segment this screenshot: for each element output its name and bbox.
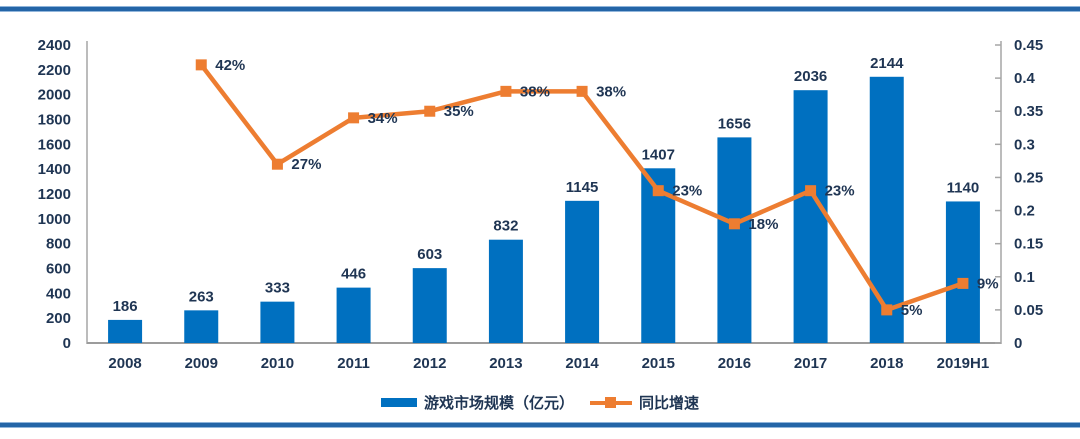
line-marker-2011: [348, 112, 360, 124]
right-axis-tick-label: 0.4: [1014, 70, 1036, 87]
left-axis-tick-label: 400: [46, 285, 71, 302]
bar-value-label: 263: [189, 288, 214, 305]
bar-value-label: 2144: [870, 55, 904, 72]
bar-value-label: 186: [113, 298, 138, 315]
growth-value-label: 34%: [368, 110, 398, 127]
bar-2018: [869, 76, 904, 343]
growth-value-label: 35%: [444, 103, 474, 120]
legend-item-market-size: 游戏市场规模（亿元）: [380, 392, 574, 413]
growth-value-label: 5%: [901, 302, 923, 319]
left-axis-tick-label: 600: [46, 261, 71, 278]
left-axis-tick-label: 1000: [38, 211, 71, 228]
line-marker-2010: [271, 158, 283, 170]
growth-value-label: 23%: [825, 183, 855, 200]
growth-value-label: 38%: [596, 83, 626, 100]
left-axis-tick-label: 2200: [38, 62, 71, 79]
growth-value-label: 18%: [748, 216, 778, 233]
bar-value-label: 1656: [718, 115, 751, 132]
x-axis-label: 2012: [413, 355, 446, 372]
bar-series: 186 263 333 446 603 832 1145 1407 1656 2036 2144 11…: [108, 55, 980, 344]
bar-2017: [793, 90, 828, 344]
bar-2011: [336, 287, 371, 343]
legend-item-growth: 同比增速: [590, 392, 699, 413]
right-axis-tick-label: 0.3: [1014, 136, 1035, 153]
bar-2016: [717, 137, 752, 343]
right-axis-tick-label: 0.45: [1014, 37, 1043, 54]
x-axis-label: 2015: [642, 355, 675, 372]
line-series: 42% 27% 34% 35% 38% 38% 23% 18% 23% 5% 9%: [195, 57, 999, 319]
right-axis-tick-label: 0.15: [1014, 236, 1043, 253]
bar-2008: [108, 319, 143, 343]
line-marker-2018: [881, 304, 893, 316]
left-axis-tick-label: 1600: [38, 136, 71, 153]
line-series-swatch: [590, 396, 632, 408]
left-axis-tick-label: 1800: [38, 112, 71, 129]
bar-value-label: 1407: [642, 146, 675, 163]
combo-chart-canvas: 0 200 400 600 800 1000 1200 1400 1600 1800 2000 220…: [38, 37, 1044, 372]
left-axis-tick-label: 0: [63, 335, 71, 352]
axes: [86, 41, 1002, 344]
top-border-line: [0, 6, 1080, 12]
bar-value-label: 333: [265, 280, 290, 297]
bar-series-swatch: [380, 398, 417, 407]
bar-value-label: 446: [341, 266, 366, 283]
growth-value-label: 27%: [291, 156, 321, 173]
bar-2012: [412, 268, 447, 343]
right-axis-tick-label: 0: [1014, 335, 1022, 352]
growth-value-label: 23%: [672, 183, 702, 200]
x-axis-label: 2018: [870, 355, 903, 372]
left-axis-tick-label: 2400: [38, 37, 71, 54]
x-axis-label: 2011: [337, 355, 370, 372]
left-axis-tick-label: 1400: [38, 161, 71, 178]
line-marker-2009: [195, 59, 207, 71]
line-series-marker-swatch: [605, 396, 616, 408]
left-axis-ticks: 0 200 400 600 800 1000 1200 1400 1600 1800 2000 220…: [38, 37, 71, 352]
right-axis-ticks: 0 0.05 0.1 0.15 0.2 0.25 0.3 0.35 0.4 0.45: [995, 37, 1043, 352]
x-axis-label: 2009: [185, 355, 218, 372]
legend-label-market-size: 游戏市场规模（亿元）: [423, 395, 574, 412]
x-axis-labels: 2008 2009 2010 2011 2012 2013 2014 2015 2016 2017…: [108, 355, 989, 372]
left-axis-tick-label: 200: [46, 310, 71, 327]
bar-value-label: 832: [493, 218, 518, 235]
left-axis-tick-label: 1200: [38, 186, 71, 203]
right-axis-tick-label: 0.05: [1014, 302, 1043, 319]
x-axis-label: 2008: [108, 355, 141, 372]
right-axis-tick-label: 0.2: [1014, 203, 1035, 220]
bar-value-label: 1140: [947, 179, 980, 196]
line-marker-2012: [424, 105, 436, 117]
x-axis-label: 2014: [565, 355, 599, 372]
bar-2010: [260, 301, 295, 343]
x-axis-label: 2010: [261, 355, 294, 372]
left-axis-tick-label: 800: [46, 236, 71, 253]
bar-2009: [184, 310, 219, 343]
line-marker-2013: [500, 85, 512, 97]
bar-value-label: 2036: [794, 68, 827, 85]
left-axis-tick-label: 2000: [38, 87, 71, 104]
bar-2019H1: [945, 201, 980, 343]
legend-label-growth: 同比增速: [639, 395, 700, 412]
right-axis-tick-label: 0.35: [1014, 103, 1043, 120]
bar-value-label: 1145: [566, 179, 599, 196]
x-axis-label: 2017: [794, 355, 827, 372]
growth-value-label: 38%: [520, 83, 550, 100]
line-marker-2017: [805, 185, 817, 197]
x-axis-label: 2016: [718, 355, 751, 372]
bar-2014: [565, 200, 600, 343]
bar-2013: [488, 239, 523, 343]
growth-value-label: 42%: [215, 57, 245, 74]
line-marker-2015: [652, 185, 664, 197]
x-axis-label: 2019H1: [937, 355, 990, 372]
line-marker-2019H1: [957, 277, 969, 289]
chart-legend: 游戏市场规模（亿元） 同比增速: [0, 392, 1080, 413]
line-marker-2016: [728, 218, 740, 230]
x-axis-label: 2013: [489, 355, 522, 372]
bar-value-label: 603: [417, 246, 442, 263]
bottom-border-line: [0, 422, 1080, 428]
growth-value-label: 9%: [977, 275, 999, 292]
line-marker-2014: [576, 85, 588, 97]
right-axis-tick-label: 0.25: [1014, 169, 1043, 186]
right-axis-tick-label: 0.1: [1014, 269, 1035, 286]
